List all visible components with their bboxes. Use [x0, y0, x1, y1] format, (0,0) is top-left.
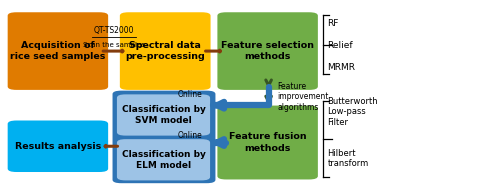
Text: Acquisition of
rice seed samples: Acquisition of rice seed samples — [10, 41, 106, 61]
Text: Online: Online — [177, 90, 202, 99]
Text: RF: RF — [328, 19, 339, 28]
FancyBboxPatch shape — [218, 106, 318, 180]
FancyBboxPatch shape — [117, 139, 210, 180]
Text: Classification by
ELM model: Classification by ELM model — [122, 150, 206, 170]
FancyBboxPatch shape — [117, 94, 210, 136]
FancyBboxPatch shape — [112, 91, 216, 183]
FancyBboxPatch shape — [8, 121, 108, 172]
FancyBboxPatch shape — [8, 12, 108, 90]
Text: Relief: Relief — [328, 41, 353, 50]
Text: Feature selection
methods: Feature selection methods — [221, 41, 314, 61]
FancyBboxPatch shape — [120, 12, 210, 90]
FancyBboxPatch shape — [218, 12, 318, 90]
Text: Online: Online — [177, 131, 202, 140]
Text: Results analysis: Results analysis — [15, 142, 101, 151]
Text: Spectral data
pre-processing: Spectral data pre-processing — [126, 41, 205, 61]
Text: Feature
improvement
algorithms: Feature improvement algorithms — [278, 82, 329, 112]
Text: Scan the samples: Scan the samples — [83, 42, 145, 48]
Text: Classification by
SVM model: Classification by SVM model — [122, 105, 206, 125]
Text: Butterworth
Low-pass
Filter: Butterworth Low-pass Filter — [328, 97, 378, 127]
Text: MRMR: MRMR — [328, 63, 355, 72]
Text: QT-TS2000: QT-TS2000 — [94, 26, 134, 35]
Text: Feature fusion
methods: Feature fusion methods — [229, 133, 306, 153]
Text: Hilbert
transform: Hilbert transform — [328, 149, 369, 168]
